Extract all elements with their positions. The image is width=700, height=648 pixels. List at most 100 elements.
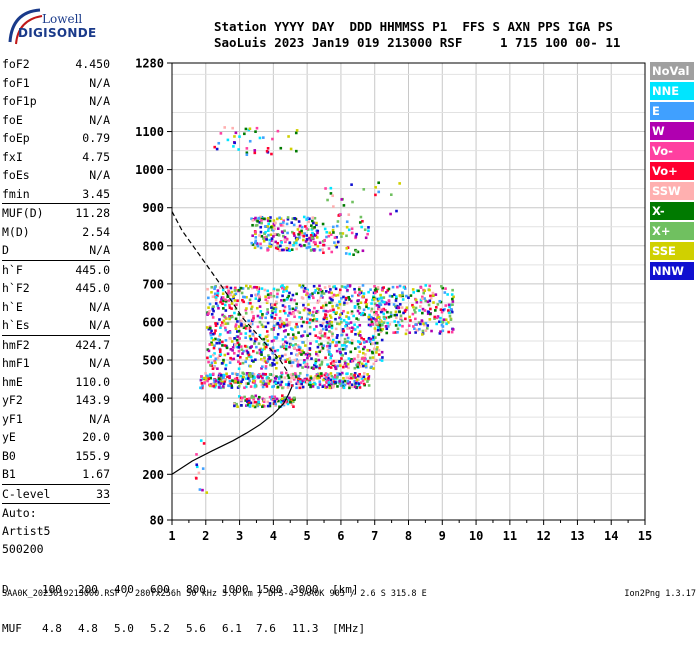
echo-point <box>428 288 431 292</box>
echo-point <box>308 325 312 329</box>
echo-point <box>364 364 367 367</box>
echo-point <box>377 348 381 352</box>
echo-point <box>249 374 253 378</box>
echo-point <box>251 243 255 246</box>
echo-point <box>245 153 249 157</box>
echo-point <box>253 151 257 155</box>
echo-point <box>358 312 361 315</box>
echo-point <box>365 298 368 302</box>
scaling-info: 500200 <box>2 542 44 556</box>
echo-point <box>285 298 289 301</box>
echo-point <box>282 290 285 293</box>
profile-curves <box>171 211 293 475</box>
echo-point <box>240 380 243 384</box>
echo-point <box>306 334 309 337</box>
echo-point <box>294 336 297 339</box>
echo-point <box>337 214 341 217</box>
echo-point <box>391 285 395 289</box>
echo-point <box>299 363 302 367</box>
echo-point <box>284 240 287 244</box>
echo-point <box>270 306 273 309</box>
echo-point <box>361 284 365 287</box>
echo-point <box>300 317 303 320</box>
electron-density-profile-solid <box>171 386 293 475</box>
echo-point <box>289 376 293 380</box>
echo-point <box>300 225 304 229</box>
echo-point <box>211 295 215 299</box>
echo-point <box>306 365 310 369</box>
echo-point <box>339 321 343 324</box>
echo-point <box>231 346 235 349</box>
echo-point <box>367 307 370 310</box>
echo-point <box>303 286 307 290</box>
echo-point <box>259 380 263 383</box>
echo-point <box>209 333 213 337</box>
echo-point <box>342 319 346 322</box>
echo-point <box>288 311 291 315</box>
echo-point <box>432 301 435 304</box>
echo-point <box>265 335 269 339</box>
echo-point <box>223 303 227 307</box>
echo-point <box>234 323 238 326</box>
echo-point <box>250 322 254 326</box>
echo-point <box>376 299 380 302</box>
echo-point <box>269 245 273 248</box>
echo-point <box>309 385 313 389</box>
echo-point <box>241 298 244 302</box>
echo-point <box>280 371 284 375</box>
echo-point <box>328 314 332 317</box>
echo-point <box>208 343 212 346</box>
echo-point <box>242 326 246 330</box>
echo-point <box>208 384 212 388</box>
echo-point <box>396 327 400 331</box>
echo-point <box>419 322 422 326</box>
echo-point <box>286 248 289 252</box>
header-values: SaoLuis 2023 Jan19 019 213000 RSF 1 715 … <box>214 35 621 50</box>
param-value: N/A <box>89 356 110 370</box>
echo-point <box>219 326 222 330</box>
echo-point <box>348 381 351 384</box>
echo-point <box>229 293 233 297</box>
echo-point <box>362 375 366 379</box>
echo-point <box>362 341 366 344</box>
echo-point <box>256 375 260 378</box>
echo-point <box>280 319 283 323</box>
echo-point <box>264 372 268 376</box>
echo-point <box>287 384 290 387</box>
echo-point <box>319 349 323 352</box>
echo-point <box>222 286 226 289</box>
echo-point <box>277 376 281 379</box>
echo-point <box>250 310 254 314</box>
echo-point <box>334 317 337 321</box>
echo-point <box>439 308 443 311</box>
param-separator <box>2 503 110 504</box>
echo-point <box>219 333 222 336</box>
echo-point <box>261 376 264 380</box>
echo-point <box>228 331 232 334</box>
echo-point <box>407 296 410 300</box>
echo-point <box>320 306 323 309</box>
echo-point <box>354 382 358 385</box>
echo-point <box>386 310 389 314</box>
echo-point <box>259 215 262 219</box>
echo-point <box>387 325 390 328</box>
echo-point <box>315 310 319 313</box>
echo-point <box>379 358 382 362</box>
x-tick-label: 14 <box>604 529 618 543</box>
echo-point <box>377 333 381 336</box>
echo-point <box>314 334 318 338</box>
echo-point <box>375 323 379 327</box>
param-value: 155.9 <box>75 448 110 463</box>
echo-point <box>316 229 320 233</box>
echo-point <box>252 372 256 376</box>
echo-point <box>276 247 280 251</box>
echo-point <box>291 293 295 297</box>
echo-point <box>245 307 248 310</box>
echo-point <box>207 306 210 309</box>
echo-point <box>221 313 224 317</box>
echo-point <box>292 378 296 381</box>
echo-point <box>350 294 354 298</box>
echo-point <box>244 327 248 330</box>
echo-point <box>302 303 305 307</box>
echo-point <box>447 303 451 307</box>
